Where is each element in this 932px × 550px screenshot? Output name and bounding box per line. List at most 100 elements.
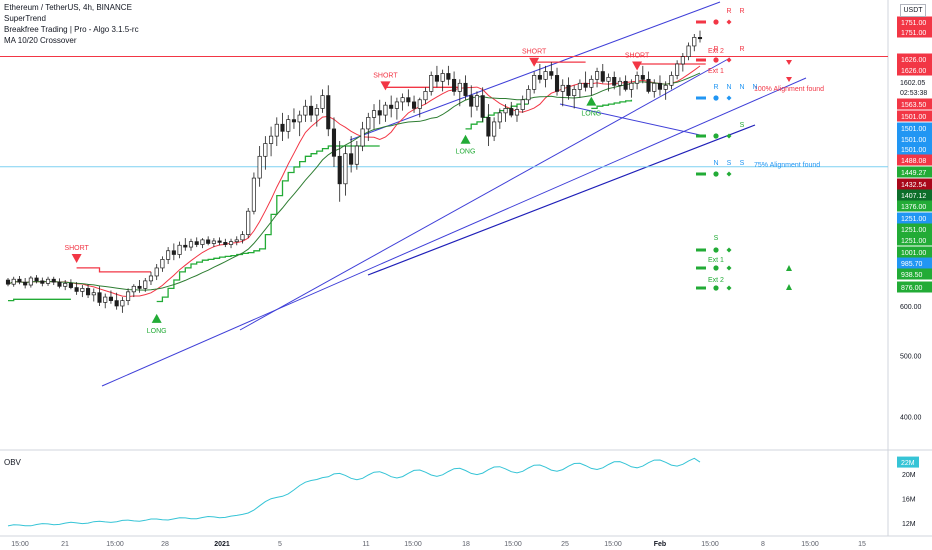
price-axis[interactable]: 400.00500.00600.00700.00800.001602.0502:…	[897, 16, 932, 422]
candle-body	[383, 104, 388, 116]
candle-body	[309, 105, 314, 116]
price-label-text: 1501.00	[901, 137, 926, 144]
price-label-text: 1251.00	[901, 238, 926, 245]
alignment-letter: S	[740, 160, 745, 167]
target-triangle	[786, 265, 792, 271]
price-label-box	[897, 257, 932, 269]
annotation-text: 100% Alignment found	[754, 86, 824, 93]
candle-body	[349, 153, 354, 165]
time-axis[interactable]: 15:00 21 15:00 28 2021 5 11 15:00 18 15:00 25 15:00…	[11, 541, 866, 548]
candle-body	[452, 78, 457, 92]
target-triangle	[786, 284, 792, 290]
candle-body	[560, 84, 565, 92]
price-label-box	[897, 212, 932, 224]
candle-body	[11, 278, 16, 285]
short-arrow	[632, 61, 643, 71]
candle-body	[320, 95, 325, 109]
currency-button[interactable]: USDT	[900, 4, 926, 17]
candle-body	[28, 277, 33, 286]
candle-body	[171, 250, 176, 255]
candle-body	[680, 56, 685, 65]
time-tick-label: 18	[462, 541, 470, 548]
candle-body	[137, 285, 142, 289]
price-label-box	[897, 53, 932, 65]
level-dash	[696, 20, 706, 24]
price-label-box	[897, 189, 932, 201]
symbol-title[interactable]: Ethereum / TetherUS, 4h, BINANCE	[4, 3, 132, 12]
candle-body	[126, 291, 131, 301]
price-label-text: 938.50	[901, 272, 923, 279]
candles	[5, 30, 703, 313]
level-dash	[696, 96, 706, 100]
supertrend-segment	[76, 267, 151, 273]
candle-body	[617, 80, 622, 86]
level-dot	[713, 171, 719, 177]
candle-body	[463, 82, 468, 96]
candle-body	[120, 300, 125, 307]
trend-channel[interactable]	[101, 1, 807, 387]
candle-body	[543, 71, 548, 80]
target-triangle	[786, 77, 792, 82]
price-label-text: 1751.00	[901, 30, 926, 37]
candle-body	[246, 210, 251, 235]
candle-body	[166, 250, 171, 260]
annotation-text: Ext 1	[708, 68, 724, 75]
level-dash	[696, 248, 706, 252]
candle-body	[577, 82, 582, 90]
candle-body	[91, 292, 96, 296]
indicator-supertrend[interactable]: SuperTrend	[4, 14, 46, 23]
alignment-letter: R	[713, 84, 718, 91]
candle-body	[217, 240, 222, 243]
candle-body	[411, 101, 417, 109]
price-label-text: 1501.00	[901, 114, 926, 121]
candle-body	[194, 241, 199, 245]
level-dot	[713, 19, 719, 25]
short-arrow	[71, 254, 82, 264]
candle-body	[5, 279, 11, 285]
horizontal-levels[interactable]	[0, 55, 888, 168]
current-price: 1602.05	[900, 80, 925, 87]
candle-body	[63, 283, 68, 287]
candle-body	[263, 143, 268, 157]
candle-body	[600, 71, 605, 82]
short-label: SHORT	[373, 72, 398, 79]
time-tick-label: 25	[561, 541, 569, 548]
candle-body	[103, 296, 108, 303]
long-label: LONG	[581, 111, 601, 118]
price-label-text: 1626.00	[901, 57, 926, 64]
price-label-text: 876.00	[901, 285, 923, 292]
candle-body	[40, 280, 45, 284]
level-dash	[696, 172, 706, 176]
candle-body	[400, 97, 405, 103]
candle-body	[57, 281, 62, 287]
price-label-text: 1488.08	[901, 158, 926, 165]
time-tick-label: 15:00	[701, 541, 719, 548]
candle-body	[160, 259, 165, 269]
candle-body	[406, 97, 411, 103]
candle-body	[326, 95, 331, 130]
level-dot	[713, 265, 719, 271]
indicator-breakfree[interactable]: Breakfree Trading | Pro - Algo 3.1.5-rc	[4, 25, 139, 34]
price-label-box	[897, 110, 932, 122]
indicator-ma-crossover[interactable]: MA 10/20 Crossover	[4, 36, 77, 45]
candle-body	[114, 300, 119, 307]
short-label: SHORT	[625, 53, 650, 60]
obv-tick-label: 12M	[902, 521, 916, 528]
price-label-text: 1251.00	[901, 227, 926, 234]
obv-pane: 20M 16M 12M 22M	[7, 456, 919, 528]
candle-body	[188, 241, 194, 248]
level-dot	[713, 95, 719, 101]
price-label-box	[897, 268, 932, 280]
price-label-box	[897, 122, 932, 134]
obv-title[interactable]: OBV	[4, 458, 21, 467]
channel-upper-line	[349, 1, 721, 141]
candle-body	[446, 73, 451, 80]
long-label: LONG	[456, 149, 476, 156]
candle-body	[640, 75, 645, 80]
candle-body	[177, 244, 182, 255]
alignment-letter: N	[739, 84, 744, 91]
candle-body	[417, 99, 422, 109]
level-dot	[713, 57, 719, 63]
